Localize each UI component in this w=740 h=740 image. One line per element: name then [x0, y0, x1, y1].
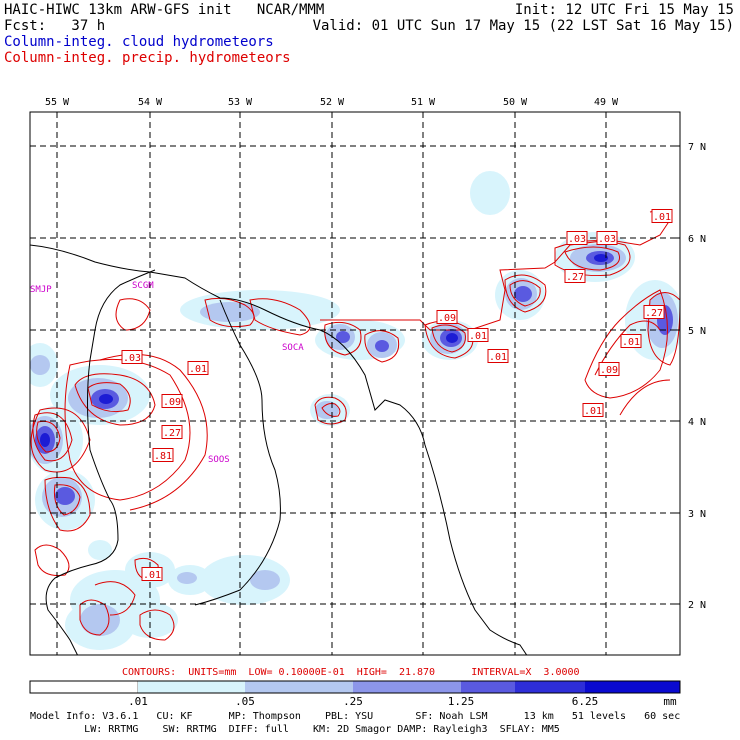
legend-precip-hydrometeors: Column-integ. precip. hydrometeors	[4, 50, 291, 66]
map-frame	[29, 111, 681, 656]
contour-label: .01	[469, 331, 487, 342]
contour-label-box	[620, 334, 642, 348]
lon-label-49w: 49 W	[594, 97, 619, 108]
contour-label-box	[582, 403, 604, 417]
forecast-hour: Fcst: 37 h	[4, 18, 106, 34]
colorbar-label-2: .25	[343, 695, 363, 708]
lat-label-3n: 3 N	[688, 509, 706, 520]
contour-label-box	[436, 310, 458, 324]
contour-label-box	[121, 350, 143, 364]
contours-info: CONTOURS: UNITS=mm LOW= 0.10000E-01 HIGH…	[122, 667, 580, 678]
contour-label-box	[152, 448, 174, 462]
lon-label-52w: 52 W	[320, 97, 345, 108]
contour-label-box	[643, 305, 665, 319]
contour-label-box	[161, 425, 183, 439]
colorbar-label-3: 1.25	[447, 695, 475, 708]
lon-label-50w: 50 W	[503, 97, 528, 108]
lat-label-7n: 7 N	[688, 142, 706, 153]
contour-label: .81	[154, 451, 172, 462]
colorbar-unit: mm	[663, 695, 677, 708]
init-time: Init: 12 UTC Fri 15 May 15	[514, 2, 734, 18]
contour-label-box	[187, 361, 209, 375]
colorbar-bin-1	[138, 681, 245, 693]
colorbar-label-1: .05	[235, 695, 255, 708]
contour-label-box	[161, 394, 183, 408]
contour-label: .01	[143, 570, 161, 581]
colorbar-bin-4	[461, 681, 515, 693]
contour-label: .03	[568, 234, 586, 245]
cloud-shading-core	[40, 254, 608, 447]
lon-label-53w: 53 W	[228, 97, 253, 108]
contour-labels: .01.03.27.03.01.09.01.01.03.01.09.27.81.…	[121, 209, 673, 581]
legend-cloud-hydrometeors: Column-integ. cloud hydrometeors	[4, 34, 274, 50]
colorbar-bin-3	[353, 681, 461, 693]
colorbar-label-4: 6.25	[571, 695, 599, 708]
contour-label: .09	[600, 365, 618, 376]
station-soos: SOOS	[208, 455, 230, 465]
lon-label-51w: 51 W	[411, 97, 436, 108]
colorbar-bin-2	[245, 681, 353, 693]
contour-label: .03	[123, 353, 141, 364]
contour-label: .09	[163, 397, 181, 408]
axis-ticks	[56, 112, 680, 605]
lat-label-5n: 5 N	[688, 326, 706, 337]
contour-label: .01	[584, 406, 602, 417]
model-info-line2: LW: RRTMG SW: RRTMG DIFF: full KM: 2D Sm…	[30, 724, 560, 735]
contour-label: .01	[489, 352, 507, 363]
contour-label: .01	[622, 337, 640, 348]
station-scgm: SCGM	[132, 281, 154, 291]
contour-label-box	[564, 269, 586, 283]
contour-label-box	[596, 231, 618, 245]
contour-label-box	[651, 209, 673, 223]
colorbar-bin-5	[515, 681, 585, 693]
colorbar-bin-6	[585, 681, 680, 693]
precip-contours	[30, 209, 680, 641]
contour-label-box	[566, 231, 588, 245]
contour-label: .01	[653, 212, 671, 223]
model-info-line1: Model Info: V3.6.1 CU: KF MP: Thompson P…	[30, 711, 681, 722]
colorbar-frame	[29, 680, 681, 694]
contour-label: .27	[645, 308, 663, 319]
contour-label-box	[487, 349, 509, 363]
colorbar	[29, 680, 681, 694]
contour-label: .03	[598, 234, 616, 245]
contour-label: .09	[438, 313, 456, 324]
lat-label-6n: 6 N	[688, 234, 706, 245]
colorbar-label-0: .01	[128, 695, 148, 708]
valid-time: Valid: 01 UTC Sun 17 May 15 (22 LST Sat …	[312, 18, 734, 34]
contour-label: .27	[163, 428, 181, 439]
colorbar-bin-0	[29, 680, 139, 694]
station-smjp: SMJP	[30, 285, 52, 295]
contour-label-box	[141, 567, 163, 581]
lat-label-4n: 4 N	[688, 417, 706, 428]
contour-label-box	[467, 328, 489, 342]
title-left: HAIC-HIWC 13km ARW-GFS init NCAR/MMM	[4, 2, 325, 18]
contour-label: .01	[189, 364, 207, 375]
lat-label-2n: 2 N	[688, 600, 706, 611]
lon-label-55w: 55 W	[45, 97, 70, 108]
lon-label-54w: 54 W	[138, 97, 163, 108]
station-soca: SOCA	[282, 343, 304, 353]
contour-label: .27	[566, 272, 584, 283]
map-field	[30, 112, 680, 655]
contour-label-box	[598, 362, 620, 376]
